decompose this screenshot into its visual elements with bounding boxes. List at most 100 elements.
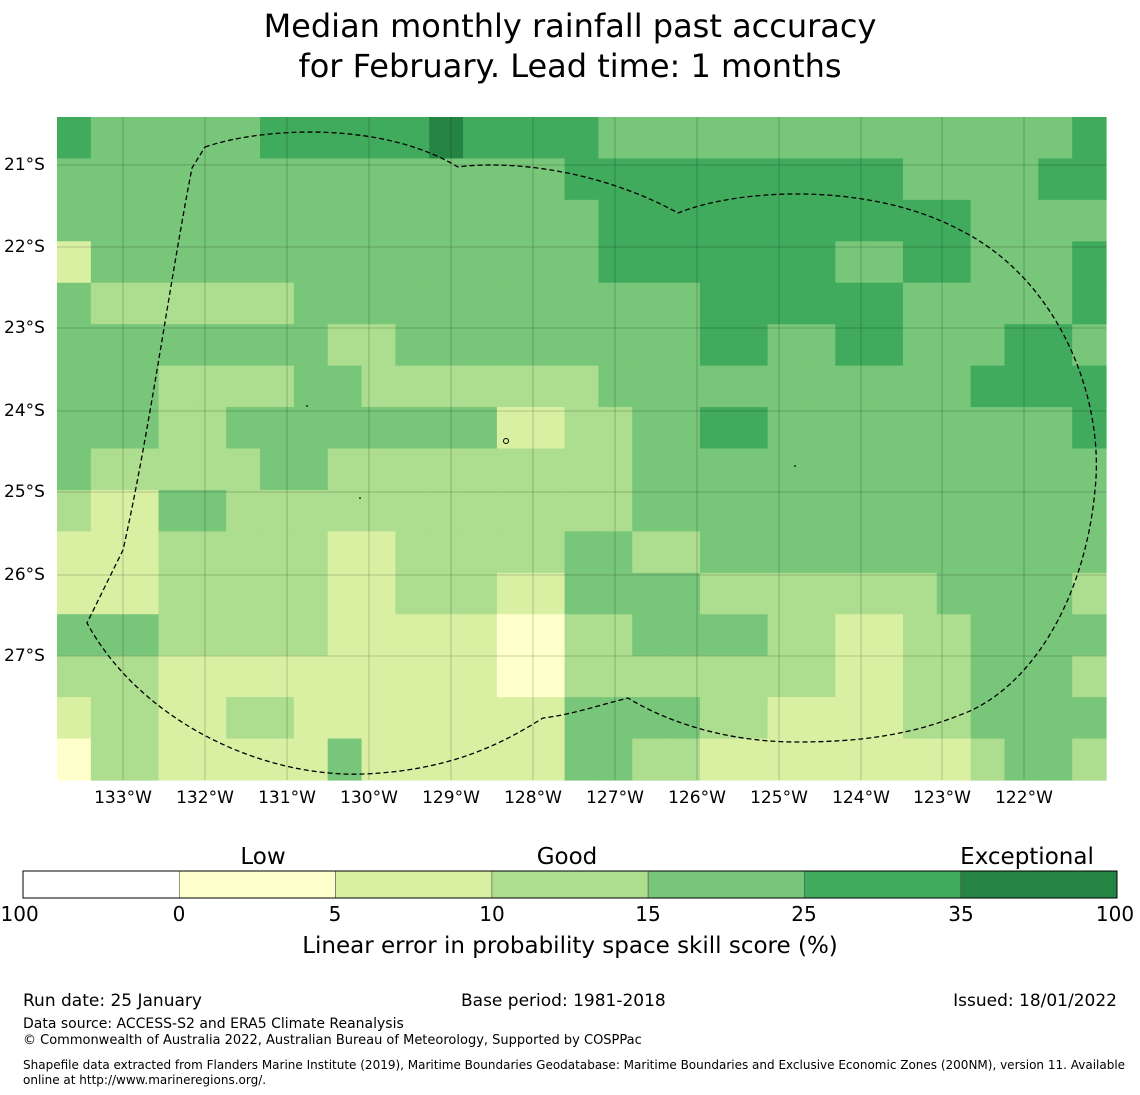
latitude-label: 22°S <box>4 237 45 257</box>
grid-cell <box>936 241 972 284</box>
grid-cell <box>835 531 870 574</box>
grid-cell <box>192 531 227 574</box>
grid-cell <box>90 407 126 450</box>
grid-cell <box>699 655 735 698</box>
grid-cell <box>632 324 667 367</box>
grid-cell <box>666 572 701 615</box>
grid-cell <box>733 655 769 698</box>
grid-cell <box>293 572 329 615</box>
grid-cell <box>1038 241 1073 284</box>
grid-cell <box>395 199 430 242</box>
grid-cell <box>226 365 261 408</box>
grid-cell <box>429 572 464 615</box>
grid-cell <box>902 697 938 740</box>
grid-cell <box>429 158 464 201</box>
grid-cell <box>395 407 430 450</box>
grid-cell <box>902 407 938 450</box>
grid-cell <box>361 738 396 781</box>
grid-cell <box>632 407 667 450</box>
grid-cell <box>564 572 600 615</box>
grid-cell <box>869 241 904 284</box>
grid-cell <box>936 697 972 740</box>
grid-cell <box>395 489 430 532</box>
grid-cell <box>57 407 92 450</box>
grid-cell <box>767 407 803 450</box>
grid-cell <box>226 282 261 325</box>
grid-cell <box>666 365 701 408</box>
grid-cell <box>835 117 870 160</box>
grid-cell <box>530 531 566 574</box>
grid-cell <box>158 241 193 284</box>
grid-cell <box>361 158 396 201</box>
grid-cell <box>124 365 160 408</box>
grid-cell <box>530 697 566 740</box>
grid-cell <box>429 324 464 367</box>
grid-cell <box>902 158 938 201</box>
grid-cell <box>158 407 193 450</box>
grid-cell <box>598 697 633 740</box>
grid-cell <box>767 655 803 698</box>
grid-cell <box>902 324 938 367</box>
grid-cell <box>598 117 633 160</box>
grid-cell <box>902 655 938 698</box>
grid-cell <box>361 572 396 615</box>
grid-cell <box>90 199 126 242</box>
grid-cell <box>666 117 701 160</box>
colorbar-tick: 10 <box>479 902 505 926</box>
grid-cell <box>869 489 904 532</box>
grid-cell <box>192 241 227 284</box>
grid-cell <box>970 282 1006 325</box>
island-marker <box>306 405 308 407</box>
grid-cell <box>801 697 836 740</box>
grid-cell <box>395 324 430 367</box>
grid-cell <box>361 655 396 698</box>
grid-cell <box>395 614 430 657</box>
grid-cell <box>124 489 160 532</box>
grid-cell <box>970 448 1006 491</box>
graticule <box>57 117 1106 780</box>
grid-cell <box>260 448 295 491</box>
grid-cell <box>1072 365 1107 408</box>
colorbar-segment <box>804 870 962 899</box>
grid-cell <box>429 738 464 781</box>
grid-cell <box>226 614 261 657</box>
grid-cell <box>57 241 92 284</box>
grid-cell <box>936 531 972 574</box>
grid-cell <box>1072 531 1107 574</box>
colorbar-frame <box>22 870 1118 899</box>
colorbar-tick: -100 <box>0 902 39 926</box>
grid-cell <box>90 531 126 574</box>
grid-cell <box>1004 738 1039 781</box>
grid-cell <box>496 697 532 740</box>
grid-cell <box>1038 199 1073 242</box>
grid-cell <box>158 531 193 574</box>
grid-cell <box>733 199 769 242</box>
grid-cell <box>598 738 633 781</box>
grid-cell <box>327 448 363 491</box>
grid-cell <box>835 655 870 698</box>
grid-cell <box>666 158 701 201</box>
grid-cell <box>767 282 803 325</box>
grid-cell <box>564 365 600 408</box>
grid-cell <box>530 324 566 367</box>
grid-cell <box>530 489 566 532</box>
grid-cell <box>90 697 126 740</box>
grid-cell <box>327 241 363 284</box>
longitude-label: 125°W <box>750 788 808 808</box>
grid-cell <box>632 489 667 532</box>
grid-cell <box>733 697 769 740</box>
colorbar-segment <box>22 870 180 899</box>
grid-cell <box>530 365 566 408</box>
grid-cell <box>293 614 329 657</box>
grid-cell <box>463 531 498 574</box>
grid-cell <box>564 738 600 781</box>
grid-cell <box>970 365 1006 408</box>
grid-cell <box>293 282 329 325</box>
grid-cell <box>293 738 329 781</box>
grid-cell <box>632 738 667 781</box>
longitude-label: 122°W <box>995 788 1053 808</box>
grid-cell <box>902 241 938 284</box>
grid-cell <box>57 324 92 367</box>
island-marker <box>359 497 361 499</box>
